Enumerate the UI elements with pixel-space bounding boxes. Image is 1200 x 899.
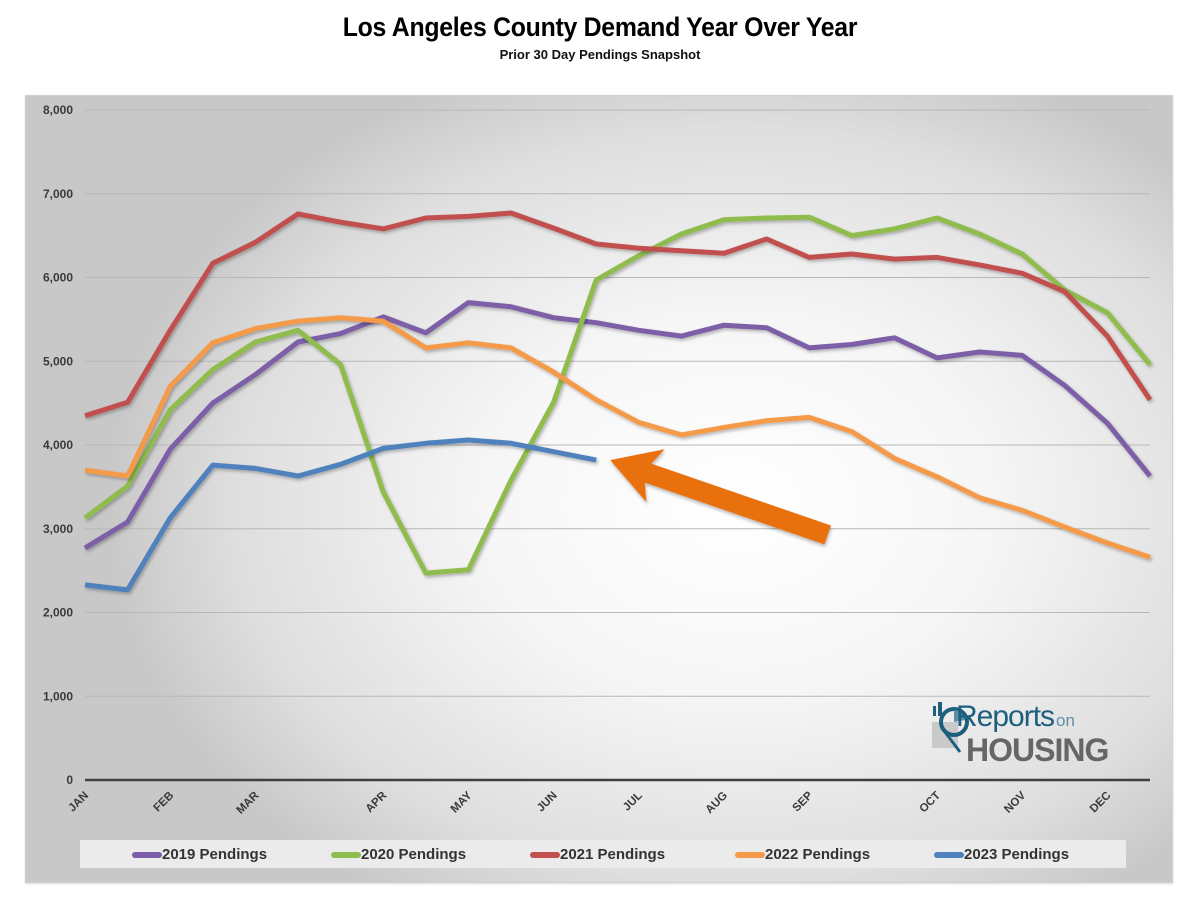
x-tick-label: MAR <box>235 789 262 816</box>
x-tick-label: JUN <box>535 790 560 815</box>
chart-subtitle: Prior 30 Day Pendings Snapshot <box>499 47 701 62</box>
gridlines <box>85 109 1150 782</box>
annotation-arrow <box>610 449 831 545</box>
series-lines <box>83 210 1153 593</box>
y-tick-label: 5,000 <box>43 354 73 368</box>
series-line-2019 <box>83 300 1152 551</box>
legend-label-2021: 2021 Pendings <box>560 846 666 863</box>
legend-item-2022: 2022 Pendings <box>735 846 870 863</box>
legend-item-2020: 2020 Pendings <box>331 846 466 863</box>
x-tick-label: MAY <box>449 789 475 815</box>
x-tick-label: SEP <box>791 789 816 814</box>
x-axis: JAN FEB MAR APR MAY JUN JUL AUG SEP OCT NOV DEC <box>66 789 1113 817</box>
legend-item-2019: 2019 Pendings <box>132 846 267 863</box>
legend-label-2023: 2023 Pendings <box>964 846 1070 863</box>
legend-swatch-2021 <box>530 851 560 858</box>
logo-text-reports: Reports on <box>956 700 1075 733</box>
legend-item-2023: 2023 Pendings <box>934 846 1069 863</box>
chart-title: Los Angeles County Demand Year Over Year <box>342 12 858 42</box>
series-line-2021 <box>84 210 1153 419</box>
y-tick-label: 6,000 <box>43 271 73 285</box>
y-tick-label: 1,000 <box>43 689 73 703</box>
series-line-2020 <box>83 214 1152 576</box>
logo-text-housing: HOUSING <box>966 732 1109 768</box>
x-tick-label: DEC <box>1088 790 1114 816</box>
x-tick-label: NOV <box>1002 789 1028 815</box>
x-tick-label: AUG <box>704 790 731 817</box>
y-tick-label: 2,000 <box>43 606 73 620</box>
chart-legend: 2019 Pendings 2020 Pendings 2021 Pending… <box>80 840 1126 868</box>
series-line-2023 <box>84 437 597 593</box>
legend-label-2019: 2019 Pendings <box>162 846 268 863</box>
y-tick-label: 8,000 <box>43 103 73 117</box>
legend-label-2020: 2020 Pendings <box>361 846 467 863</box>
chart-panel <box>25 95 1173 883</box>
y-axis: 0 1,000 2,000 3,000 4,000 5,000 6,000 7,000 8,00… <box>43 103 73 787</box>
legend-swatch-2022 <box>735 851 765 858</box>
logo-magnifier-icon <box>932 702 969 753</box>
y-tick-label: 3,000 <box>43 522 73 536</box>
legend-swatch-2019 <box>132 851 162 858</box>
x-tick-label: OCT <box>917 790 943 816</box>
legend-swatch-2020 <box>331 851 361 858</box>
x-tick-label: JAN <box>66 790 91 815</box>
legend-swatch-2023 <box>934 851 964 858</box>
y-tick-label: 4,000 <box>43 438 73 452</box>
y-tick-label: 7,000 <box>43 187 73 201</box>
reports-on-housing-logo: Reports on HOUSING <box>930 700 1130 772</box>
x-tick-label: APR <box>364 789 390 815</box>
series-line-2022 <box>84 315 1151 560</box>
x-tick-label: JUL <box>621 790 645 814</box>
legend-item-2021: 2021 Pendings <box>530 846 665 863</box>
y-tick-label: 0 <box>66 773 73 787</box>
legend-label-2022: 2022 Pendings <box>765 846 871 863</box>
annotation-arrow-group <box>610 449 831 545</box>
x-tick-label: FEB <box>152 790 177 815</box>
